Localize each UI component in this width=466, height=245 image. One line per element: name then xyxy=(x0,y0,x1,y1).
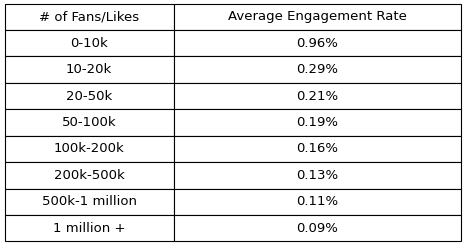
Text: 200k-500k: 200k-500k xyxy=(54,169,124,182)
Text: 0.13%: 0.13% xyxy=(296,169,338,182)
Bar xyxy=(174,188,461,215)
Text: 0-10k: 0-10k xyxy=(70,37,108,50)
Bar xyxy=(5,83,174,109)
Bar xyxy=(5,30,174,57)
Bar xyxy=(5,4,174,30)
Bar xyxy=(174,57,461,83)
Text: 0.21%: 0.21% xyxy=(296,90,338,103)
Bar xyxy=(5,215,174,241)
Bar xyxy=(174,4,461,30)
Text: # of Fans/Likes: # of Fans/Likes xyxy=(39,10,139,23)
Text: 10-20k: 10-20k xyxy=(66,63,112,76)
Text: 0.19%: 0.19% xyxy=(296,116,338,129)
Bar xyxy=(5,188,174,215)
Bar xyxy=(174,162,461,188)
Bar xyxy=(174,215,461,241)
Text: 100k-200k: 100k-200k xyxy=(54,142,124,155)
Text: 1 million +: 1 million + xyxy=(53,222,125,235)
Bar xyxy=(174,30,461,57)
Bar xyxy=(5,162,174,188)
Text: 0.96%: 0.96% xyxy=(296,37,338,50)
Text: 0.29%: 0.29% xyxy=(296,63,338,76)
Bar xyxy=(174,136,461,162)
Bar xyxy=(5,109,174,136)
Bar xyxy=(5,136,174,162)
Bar xyxy=(174,109,461,136)
Bar xyxy=(174,83,461,109)
Text: 0.16%: 0.16% xyxy=(296,142,338,155)
Bar xyxy=(5,57,174,83)
Text: 500k-1 million: 500k-1 million xyxy=(41,195,137,208)
Text: 20-50k: 20-50k xyxy=(66,90,112,103)
Text: 0.11%: 0.11% xyxy=(296,195,338,208)
Text: Average Engagement Rate: Average Engagement Rate xyxy=(228,10,407,23)
Text: 50-100k: 50-100k xyxy=(62,116,116,129)
Text: 0.09%: 0.09% xyxy=(296,222,338,235)
